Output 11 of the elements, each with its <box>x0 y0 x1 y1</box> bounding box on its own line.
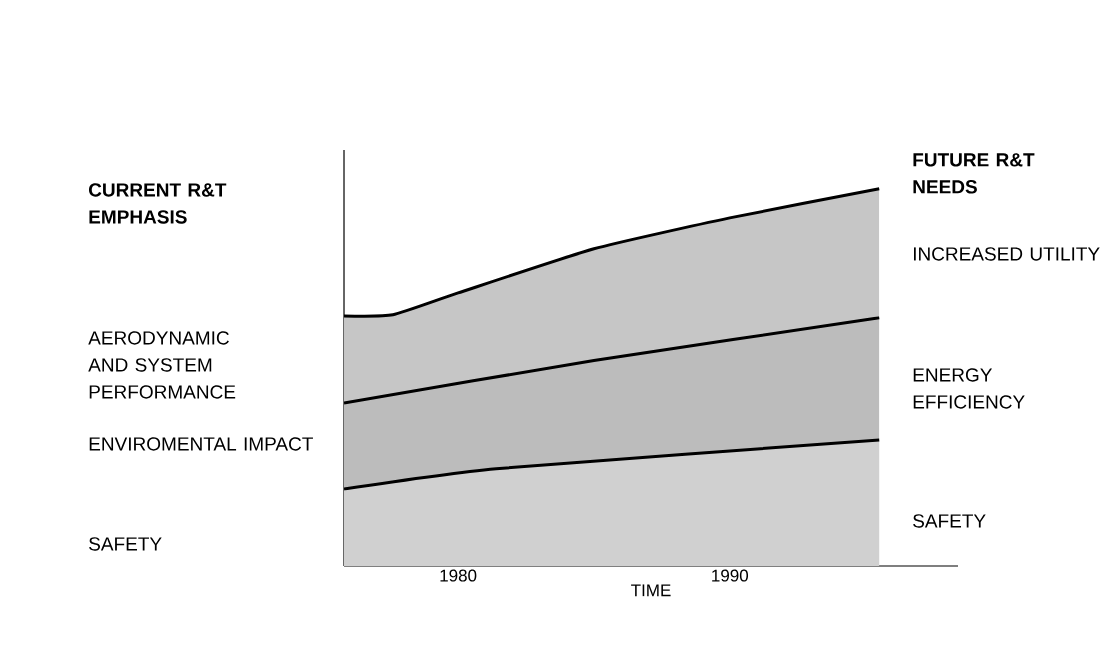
text: SAFETY <box>89 537 162 551</box>
text: ENVIROMENTAL IMPACT <box>89 437 313 451</box>
x-tick-label: 1980 <box>440 569 477 582</box>
annotation: SAFETY <box>913 514 986 528</box>
x-tick-label: 1990 <box>712 569 749 582</box>
x-axis-title: TIME <box>631 584 671 597</box>
annotation: ENERGY EFFICIENCY <box>913 368 1025 409</box>
annotation: INCREASED UTILITY <box>913 247 1100 261</box>
annotation: FUTURE R&T NEEDS <box>913 153 1035 194</box>
text: AERODYNAMIC AND SYSTEM PERFORMANCE <box>88 331 236 399</box>
text: CURRENT R&T EMPHASIS <box>88 183 227 224</box>
